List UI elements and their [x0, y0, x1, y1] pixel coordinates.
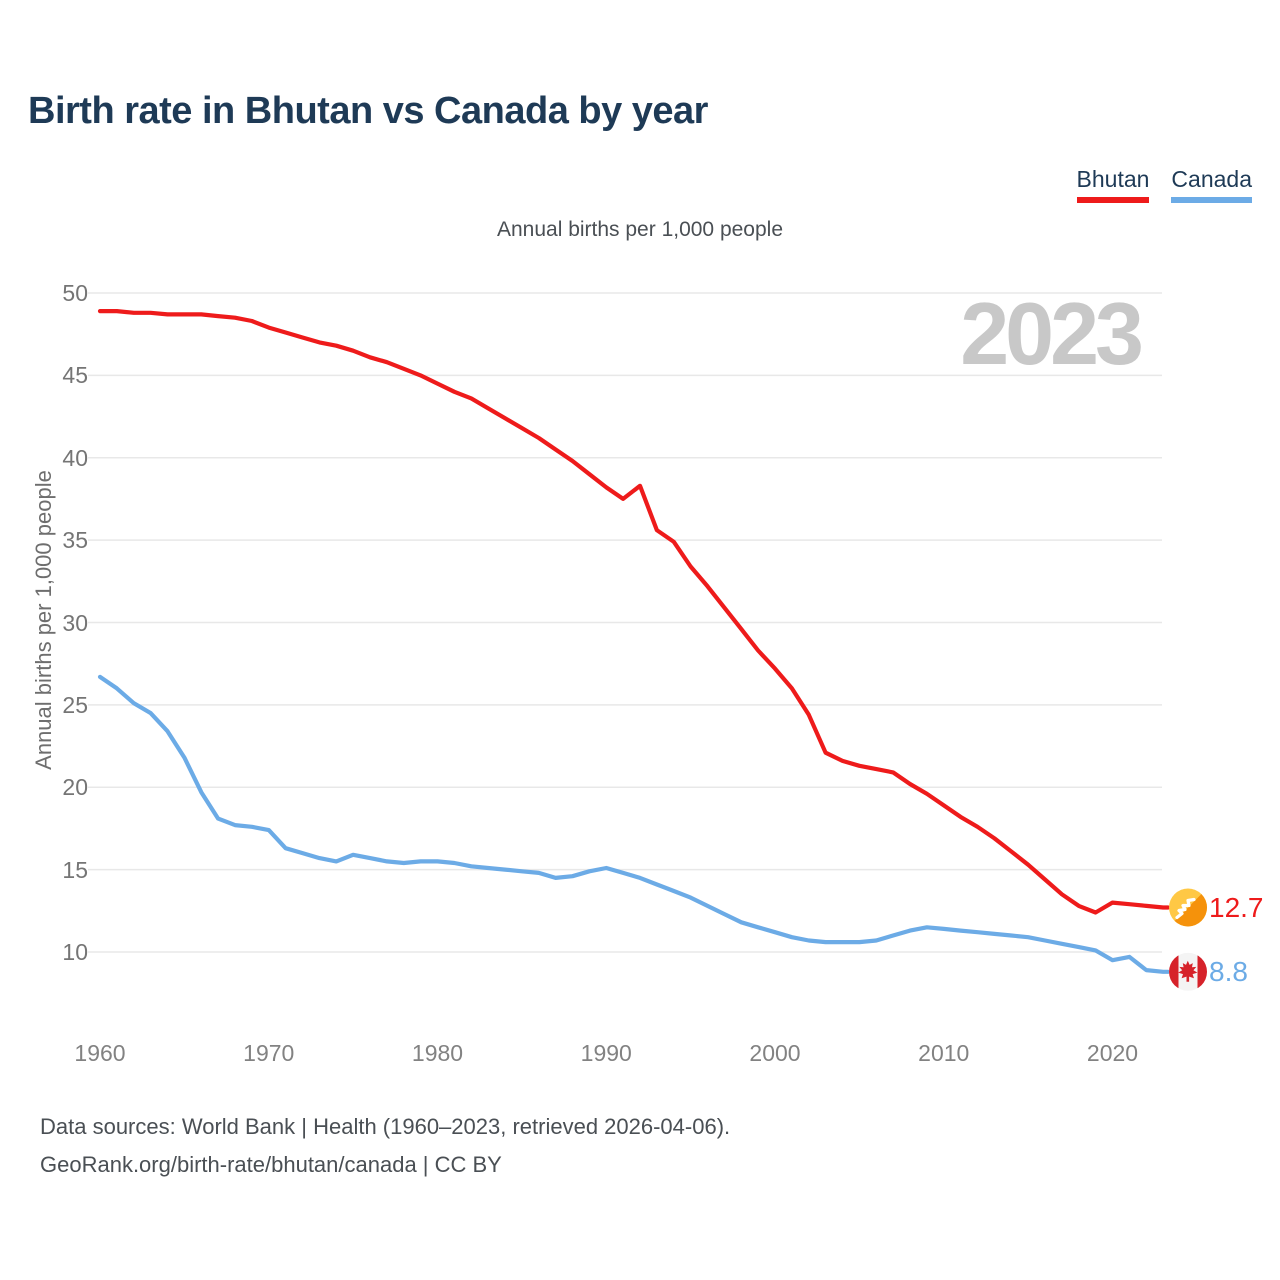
bhutan-end-value-label: 12.7 [1209, 891, 1264, 923]
gridlines [88, 292, 1162, 953]
x-tick-label: 2010 [918, 1040, 970, 1066]
y-tick-label: 20 [62, 774, 88, 801]
y-tick-label: 25 [62, 691, 88, 718]
y-tick-label: 10 [62, 939, 88, 965]
bhutan-line[interactable] [97, 309, 1171, 915]
footer: Data sources: World Bank | Health (1960–… [40, 1108, 730, 1184]
footer-attribution-line: GeoRank.org/birth-rate/bhutan/canada | C… [40, 1152, 502, 1177]
y-tick-label: 50 [62, 280, 88, 306]
canada-line[interactable] [97, 674, 1171, 974]
y-tick-label: 45 [62, 362, 88, 389]
legend-label-bhutan: Bhutan [1076, 166, 1150, 192]
chart-subtitle: Annual births per 1,000 people [496, 218, 784, 241]
chart-title: Birth rate in Bhutan vs Canada by year [28, 90, 708, 132]
legend-item-canada[interactable]: Canada [1171, 166, 1252, 204]
x-tick-label: 1980 [411, 1040, 464, 1066]
legend-label-canada: Canada [1171, 166, 1252, 192]
y-tick-label: 15 [62, 856, 88, 883]
y-tick-label: 30 [62, 609, 88, 636]
y-tick-label: 40 [62, 444, 88, 471]
legend: Bhutan Canada [1076, 166, 1252, 204]
x-tick-label: 1960 [74, 1040, 126, 1066]
footer-sources-line: Data sources: World Bank | Health (1960–… [40, 1114, 731, 1139]
x-tick-label: 2000 [749, 1040, 801, 1066]
x-tick-label: 1970 [243, 1040, 295, 1066]
legend-item-bhutan[interactable]: Bhutan [1076, 166, 1150, 204]
y-tick-label: 35 [62, 527, 88, 554]
year-watermark: 2023 [960, 284, 1144, 383]
x-tick-label: 2020 [1086, 1040, 1139, 1066]
canada-end-value-label: 8.8 [1209, 955, 1248, 987]
x-tick-label: 1990 [580, 1040, 632, 1066]
canada-flag-icon [1169, 952, 1207, 991]
bhutan-flag-icon [1169, 888, 1207, 927]
